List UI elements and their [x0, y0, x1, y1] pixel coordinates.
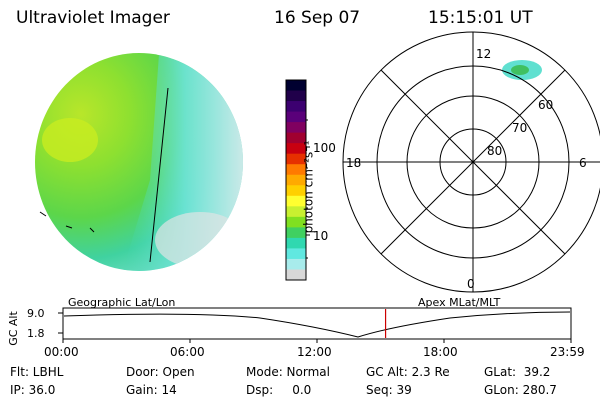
status-gc-alt: GC Alt: 2.3 Re [366, 365, 450, 379]
colorbar-cell [286, 237, 306, 249]
status-door: Door: Open [126, 365, 195, 379]
status-glat: GLat: 39.2 [484, 365, 551, 379]
lat-label-80: 80 [487, 144, 503, 158]
timeline-right-title: Apex MLat/MLT [418, 296, 501, 309]
timeline-xtick-2359: 23:59 [550, 345, 585, 359]
status-seq: Seq: 39 [366, 383, 412, 397]
timeline-xtick-1200: 12:00 [297, 345, 332, 359]
colorbar-cell [286, 143, 306, 155]
colorbar-cell [286, 164, 306, 176]
colorbar-cell [286, 90, 306, 102]
date-label: 16 Sep 07 [274, 8, 361, 28]
mlt-label-18: 18 [346, 156, 362, 170]
colorbar-cell [286, 111, 306, 123]
colorbar-cell [286, 227, 306, 239]
colorbar-cell [286, 132, 306, 144]
timeline-left-title: Geographic Lat/Lon [68, 296, 176, 309]
colorbar-cell [286, 185, 306, 197]
status-gain: Gain: 14 [126, 383, 177, 397]
colorbar-cell [286, 206, 306, 218]
timeline-ytick-low: 1.8 [27, 327, 45, 340]
colorbar-cell [286, 248, 306, 260]
mlt-label-12: 12 [476, 47, 492, 61]
mlt-label-0: 0 [467, 277, 475, 291]
colorbar-cell [286, 269, 306, 281]
colorbar-cell [286, 258, 306, 270]
status-dsp: Dsp: 0.0 [246, 383, 312, 397]
colorbar-cell [286, 101, 306, 113]
mlt-label-6: 6 [579, 156, 587, 170]
lat-label-60: 60 [538, 98, 554, 112]
time-label: 15:15:01 UT [428, 8, 533, 28]
timeline-xtick-0000: 00:00 [44, 345, 79, 359]
instrument-title: Ultraviolet Imager [16, 8, 170, 28]
colorbar-cell [286, 80, 306, 92]
terminator-line [149, 87, 169, 263]
colorbar-cell [286, 153, 306, 165]
colorbar-cell [286, 122, 306, 134]
colorbar-tick-10: 10 [313, 229, 329, 243]
colorbar-cell [286, 195, 306, 207]
colorbar-tick-100: 100 [313, 141, 336, 155]
status-ip: IP: 36.0 [10, 383, 56, 397]
altitude-curve [63, 311, 571, 338]
status-mode: Mode: Normal [246, 365, 330, 379]
status-glon: GLon: 280.7 [484, 383, 557, 397]
lat-label-70: 70 [512, 121, 528, 135]
status-flt: Flt: LBHL [10, 365, 64, 379]
colorbar-cell [286, 174, 306, 186]
timeline-xtick-1800: 18:00 [423, 345, 458, 359]
colorbar-cell [286, 216, 306, 228]
timeline-xtick-0600: 06:00 [170, 345, 205, 359]
timeline-ytick-high: 9.0 [27, 307, 45, 320]
